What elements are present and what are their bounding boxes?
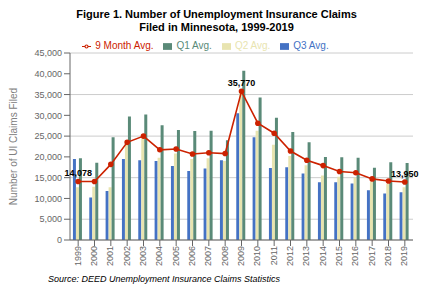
svg-text:2017: 2017 [367, 246, 377, 266]
svg-text:14,078: 14,078 [64, 168, 92, 178]
svg-text:2010: 2010 [252, 246, 262, 266]
svg-text:1999: 1999 [73, 246, 83, 266]
svg-text:5,000: 5,000 [39, 214, 62, 224]
svg-text:2011: 2011 [269, 246, 279, 265]
svg-text:2006: 2006 [187, 246, 197, 266]
svg-text:2013: 2013 [301, 246, 311, 266]
html-text:9 Month Avg.: 9 Month Avg. [95, 40, 154, 51]
svg-text:2012: 2012 [285, 246, 295, 266]
svg-text:2002: 2002 [122, 246, 132, 266]
svg-text:2001: 2001 [105, 246, 115, 266]
svg-text:2008: 2008 [220, 246, 230, 266]
svg-text:2019: 2019 [399, 246, 409, 266]
svg-text:Number of UI Claims Filed: Number of UI Claims Filed [8, 88, 19, 205]
svg-text:30,000: 30,000 [34, 111, 62, 121]
svg-text:15,000: 15,000 [34, 173, 62, 183]
html-text:Filed in Minnesota, 1999-2019: Filed in Minnesota, 1999-2019 [139, 21, 294, 33]
svg-text:2005: 2005 [171, 246, 181, 266]
html-text:Q1 Avg.: Q1 Avg. [176, 40, 212, 51]
svg-text:2009: 2009 [236, 246, 246, 266]
svg-text:45,000: 45,000 [34, 48, 62, 58]
html-text:Figure 1. Number of Unemployme: Figure 1. Number of Unemployment Insuran… [76, 8, 357, 20]
svg-text:25,000: 25,000 [34, 131, 62, 141]
svg-text:2016: 2016 [350, 246, 360, 266]
svg-text:2004: 2004 [154, 246, 164, 266]
html-text:Source: DEED Unemployment Insu: Source: DEED Unemployment Insurance Clai… [48, 274, 281, 284]
svg-text:35,770: 35,770 [228, 78, 256, 88]
svg-text:2015: 2015 [334, 246, 344, 266]
svg-text:20,000: 20,000 [34, 152, 62, 162]
svg-text:2018: 2018 [383, 246, 393, 266]
svg-text:40,000: 40,000 [34, 69, 62, 79]
svg-text:35,000: 35,000 [34, 90, 62, 100]
svg-text:0: 0 [57, 235, 62, 245]
svg-text:2007: 2007 [203, 246, 213, 266]
svg-text:2000: 2000 [89, 246, 99, 266]
svg-text:2014: 2014 [318, 246, 328, 266]
svg-text:10,000: 10,000 [34, 194, 62, 204]
html-text:Q2 Avg.: Q2 Avg. [234, 40, 271, 51]
svg-text:2003: 2003 [138, 246, 148, 266]
html-text:Q3 Avg.: Q3 Avg. [293, 40, 329, 51]
svg-text:13,950: 13,950 [391, 169, 419, 179]
